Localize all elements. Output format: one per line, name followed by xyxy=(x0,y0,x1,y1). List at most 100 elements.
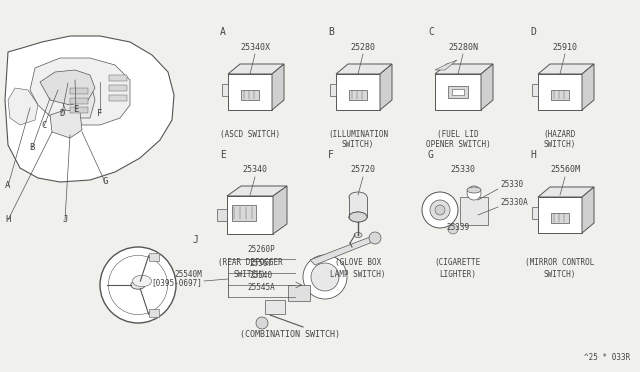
Polygon shape xyxy=(50,110,82,138)
Text: 25330: 25330 xyxy=(451,166,476,174)
Bar xyxy=(448,86,468,98)
Bar xyxy=(349,197,367,217)
Bar xyxy=(460,197,488,225)
Text: J: J xyxy=(62,215,68,224)
Text: 25339: 25339 xyxy=(446,223,469,232)
Polygon shape xyxy=(538,187,594,197)
Circle shape xyxy=(467,186,481,200)
Text: (GLOVE BOX: (GLOVE BOX xyxy=(335,259,381,267)
Polygon shape xyxy=(5,36,174,182)
Text: E: E xyxy=(74,106,79,115)
Circle shape xyxy=(256,317,268,329)
Circle shape xyxy=(448,224,458,234)
Text: J: J xyxy=(192,235,198,245)
Bar xyxy=(70,98,88,104)
Bar xyxy=(232,205,256,221)
Circle shape xyxy=(311,263,339,291)
Text: 25910: 25910 xyxy=(552,42,577,51)
Circle shape xyxy=(430,200,450,220)
Ellipse shape xyxy=(131,281,145,289)
Text: G: G xyxy=(428,150,434,160)
Text: B: B xyxy=(328,27,334,37)
Text: (CIGARETTE: (CIGARETTE xyxy=(435,259,481,267)
Polygon shape xyxy=(336,74,380,110)
Text: (FUEL LID: (FUEL LID xyxy=(437,129,479,138)
Polygon shape xyxy=(222,84,228,96)
Text: (REAR DEFOGGER: (REAR DEFOGGER xyxy=(218,259,282,267)
Ellipse shape xyxy=(349,192,367,202)
Bar xyxy=(349,90,367,100)
Bar xyxy=(109,75,127,81)
Polygon shape xyxy=(538,64,594,74)
Polygon shape xyxy=(62,80,95,118)
Bar xyxy=(149,253,159,261)
Text: SWITCH): SWITCH) xyxy=(342,141,374,150)
Text: F: F xyxy=(328,150,334,160)
Polygon shape xyxy=(582,64,594,110)
Text: 25280N: 25280N xyxy=(448,42,478,51)
Text: B: B xyxy=(29,144,35,153)
Circle shape xyxy=(422,192,458,228)
Text: (COMBINATION SWITCH): (COMBINATION SWITCH) xyxy=(240,330,340,339)
Circle shape xyxy=(435,205,445,215)
Ellipse shape xyxy=(132,275,152,287)
Text: C: C xyxy=(428,27,434,37)
Text: 25545A: 25545A xyxy=(248,283,275,292)
Text: 25560M: 25560M xyxy=(550,166,580,174)
Text: C: C xyxy=(42,122,47,131)
Polygon shape xyxy=(435,60,457,70)
Text: F: F xyxy=(97,109,102,118)
Circle shape xyxy=(100,247,176,323)
Text: 25567: 25567 xyxy=(250,259,273,268)
Text: 25540M: 25540M xyxy=(174,270,202,279)
Bar xyxy=(288,285,310,301)
Bar xyxy=(70,88,88,94)
Text: 25330A: 25330A xyxy=(500,198,528,207)
Bar xyxy=(109,85,127,91)
Text: 25540: 25540 xyxy=(250,271,273,280)
Text: 25720: 25720 xyxy=(351,166,376,174)
Text: 25330: 25330 xyxy=(500,180,523,189)
Text: 25340X: 25340X xyxy=(240,42,270,51)
Circle shape xyxy=(369,232,381,244)
Bar xyxy=(551,90,569,100)
Polygon shape xyxy=(336,64,392,74)
Polygon shape xyxy=(227,196,273,234)
Text: LIGHTER): LIGHTER) xyxy=(440,269,477,279)
Polygon shape xyxy=(582,187,594,233)
Polygon shape xyxy=(435,74,481,110)
Polygon shape xyxy=(217,209,227,221)
Text: SWITCH): SWITCH) xyxy=(234,269,266,279)
Text: [0395-0697]: [0395-0697] xyxy=(151,278,202,287)
Text: A: A xyxy=(5,182,11,190)
Polygon shape xyxy=(435,64,493,74)
Text: SWITCH): SWITCH) xyxy=(544,269,576,279)
Text: 25280: 25280 xyxy=(351,42,376,51)
Polygon shape xyxy=(8,88,38,125)
Polygon shape xyxy=(538,74,582,110)
Text: ^25 * 033R: ^25 * 033R xyxy=(584,353,630,362)
Text: H: H xyxy=(530,150,536,160)
Bar xyxy=(452,89,464,95)
Polygon shape xyxy=(538,197,582,233)
Polygon shape xyxy=(30,58,130,125)
Polygon shape xyxy=(481,64,493,110)
Text: G: G xyxy=(102,177,108,186)
Bar xyxy=(149,309,159,317)
Text: OPENER SWITCH): OPENER SWITCH) xyxy=(426,141,490,150)
Text: (HAZARD: (HAZARD xyxy=(544,129,576,138)
Bar xyxy=(551,213,569,223)
Circle shape xyxy=(303,255,347,299)
Text: SWITCH): SWITCH) xyxy=(544,141,576,150)
Text: D: D xyxy=(60,109,65,118)
Text: (ILLUMINATION: (ILLUMINATION xyxy=(328,129,388,138)
Polygon shape xyxy=(310,237,375,265)
Bar xyxy=(265,300,285,314)
Bar xyxy=(241,90,259,100)
Text: H: H xyxy=(5,215,11,224)
Text: LAMP SWITCH): LAMP SWITCH) xyxy=(330,269,386,279)
Polygon shape xyxy=(330,84,336,96)
Text: E: E xyxy=(220,150,226,160)
Text: A: A xyxy=(220,27,226,37)
Text: (MIRROR CONTROL: (MIRROR CONTROL xyxy=(525,259,595,267)
